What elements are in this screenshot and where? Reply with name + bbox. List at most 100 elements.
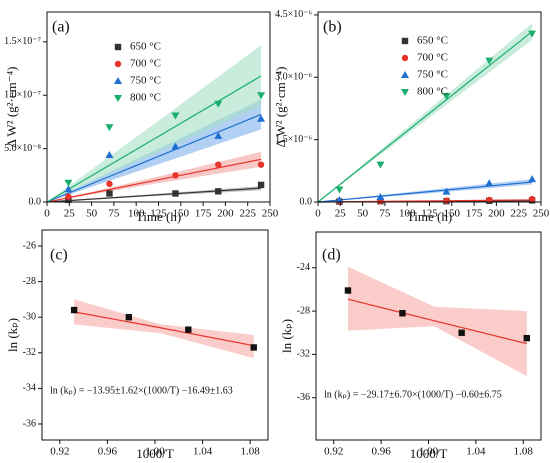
x-tick-label: 75 [108,208,120,220]
marker [443,197,450,204]
legend-marker [401,71,409,78]
marker [257,92,266,100]
x-tick-label: 200 [488,208,505,220]
marker [215,161,222,168]
legend-marker [401,89,409,96]
x-tick-label: 100 [128,208,145,220]
legend-label: 700 °C [417,52,448,64]
y-tick-label: -24 [297,262,310,273]
legend-label: 750 °C [417,69,448,81]
x-tick-label: 1.08 [514,446,534,458]
y-tick-label: -32 [297,349,310,360]
x-tick-label: 25 [335,208,347,220]
x-tick-label: 150 [444,208,461,220]
x-axis-label: Time (h) [407,209,452,224]
y-tick-label: -36 [23,418,36,429]
x-tick-label: 175 [195,208,212,220]
marker [528,195,536,203]
marker [376,161,385,169]
marker [344,287,352,294]
x-tick-label: 200 [217,208,234,220]
marker [528,30,537,38]
x-tick-label: 1.08 [241,446,261,458]
panel-label: (c) [50,247,68,264]
confidence-band [318,179,533,202]
y-tick-label: 1.0×10⁻⁷ [4,90,41,101]
marker [523,334,530,342]
x-tick-label: 1.00 [419,446,439,458]
marker [376,193,385,201]
marker [485,179,494,187]
x-tick-label: 0 [44,208,50,220]
fit-line [46,75,262,203]
y-tick-label: -30 [23,312,36,323]
panel-label: (a) [52,19,70,36]
fit-line [46,187,262,203]
marker [485,57,494,65]
marker [250,344,257,351]
fit-line [46,158,262,203]
marker [64,179,73,187]
marker [70,306,78,314]
marker [442,187,451,195]
x-tick-label: 175 [466,208,483,220]
y-tick-label: 1.5×10⁻⁶ [275,134,312,145]
confidence-band [47,45,262,202]
y-tick-label: -34 [23,383,36,394]
y-axis-label: Δ W² (g²·cm⁻⁴) [4,67,19,148]
legend-marker [401,37,409,45]
legend-marker [401,54,409,62]
legend-label: 650 °C [417,35,448,47]
y-tick-label: 3.0×10⁻⁶ [275,72,312,83]
marker [171,112,180,120]
x-tick-label: 125 [421,208,438,220]
y-tick-label: -28 [297,305,310,316]
y-axis-label: ln (kₚ) [279,319,294,353]
marker [215,188,222,195]
legend-marker [114,60,122,68]
marker [257,161,265,168]
y-axis-label: Δ W² (g²·cm⁻⁴) [273,67,288,148]
y-tick-label: 0.0 [29,196,42,207]
x-tick-label: 75 [379,208,391,220]
y-tick-label: -26 [23,240,36,251]
x-tick-label: 125 [150,208,167,220]
marker [65,196,72,204]
x-axis-label: Time (h) [136,209,181,224]
y-tick-label: -36 [297,392,310,403]
legend-label: 700 °C [130,58,161,70]
legend-marker [114,43,122,51]
marker [171,142,180,150]
marker [64,185,73,193]
x-tick-label: 0.96 [372,446,392,458]
legend-label: 800 °C [417,86,448,98]
x-tick-label: 150 [173,208,190,220]
x-tick-label: 25 [64,208,76,220]
legend-label: 750 °C [130,75,161,87]
marker [172,190,179,197]
marker [105,124,114,132]
panel-label: (b) [323,19,342,36]
x-tick-label: 1.04 [193,446,213,458]
fit-line [347,298,527,345]
x-tick-label: 225 [239,208,256,220]
marker [335,195,344,203]
y-tick-label: 0.0 [300,196,313,207]
marker [399,310,406,317]
y-tick-label: -28 [23,276,36,287]
y-tick-label: 1.5×10⁻⁷ [4,36,41,47]
legend-marker [114,77,122,84]
x-tick-label: 0.96 [98,446,118,458]
marker [442,92,451,100]
x-tick-label: 1.04 [466,446,486,458]
x-tick-label: 225 [510,208,527,220]
marker [458,329,465,336]
marker [65,193,72,200]
x-tick-label: 250 [262,208,279,220]
x-tick-label: 250 [533,208,550,220]
y-tick-label: 5.0×10⁻⁸ [4,143,41,154]
marker [335,186,344,194]
marker [214,100,223,108]
fit-line [317,181,533,203]
